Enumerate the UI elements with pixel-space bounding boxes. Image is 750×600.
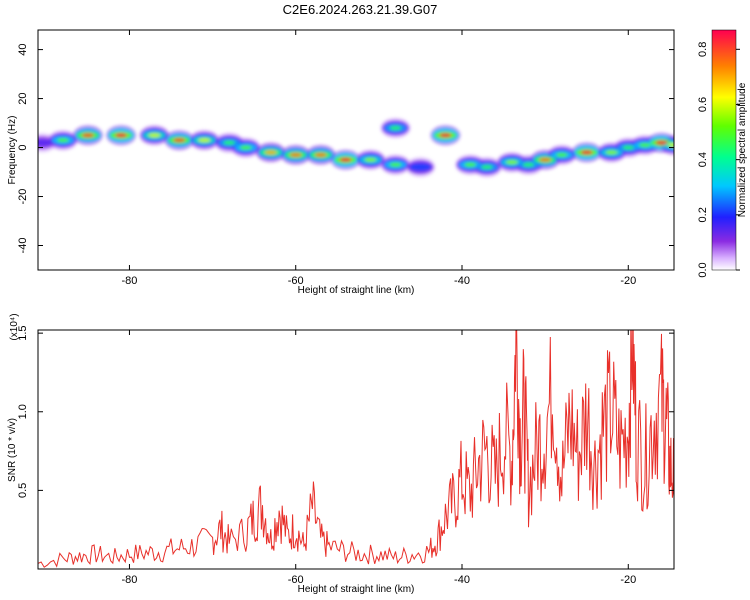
ridge-blob [56, 138, 69, 143]
colorbar-tick-label: 0.2 [697, 207, 709, 222]
y-tick-label: -20 [17, 189, 29, 205]
ridge-blob [223, 140, 236, 145]
ridge-blob [655, 140, 668, 145]
ridge-blob [239, 145, 252, 150]
snr-y-multiplier: (x10⁴) [9, 313, 20, 340]
ridge-blob [605, 150, 618, 155]
colorbar-tick-label: 0.4 [697, 152, 709, 167]
x-tick-label: -40 [454, 275, 470, 287]
ridge-blob [339, 157, 352, 162]
ridge-blob [539, 157, 552, 162]
ridge-blob [555, 152, 568, 158]
ridge-blob [668, 142, 674, 148]
ridge-blob [198, 138, 211, 143]
colorbar-tick-label: 0.0 [697, 262, 709, 277]
colorbar-tick-label: 0.8 [697, 42, 709, 57]
snr-panel: -80 -60 -40 -20 0.5 1.0 1.5 Height of straight… [7, 313, 675, 595]
colorbar-label: Normalized spectral amplitude [737, 82, 748, 217]
spectrogram-axes: -80 -60 -40 -20 40 20 0 -20 -40 [17, 30, 674, 287]
spectrogram-panel: -80 -60 -40 -20 40 20 0 -20 -40 Height of straig… [7, 29, 675, 296]
ridge-blob [409, 163, 432, 172]
x-tick-label: -40 [454, 574, 470, 586]
x-tick-label: -20 [620, 574, 636, 586]
ridge-blob [439, 133, 452, 138]
spectrogram-x-axis-label: Height of straight line (km) [298, 285, 415, 296]
x-tick-label: -80 [121, 574, 137, 586]
spectrogram-frame [37, 29, 675, 271]
colorbar: 0.0 0.2 0.4 0.6 0.8 Normalized spectral ampl… [697, 29, 748, 278]
ridge-blob [480, 164, 493, 170]
colorbar-gradient [711, 29, 737, 271]
ridge-blob [364, 157, 377, 162]
spectrogram-y-axis-label: Frequency (Hz) [7, 116, 18, 185]
x-tick-label: -60 [288, 275, 304, 287]
y-tick-label: 40 [17, 43, 29, 55]
y-tick-label: -40 [17, 238, 29, 254]
snr-frame [37, 329, 675, 570]
ridge-blob [173, 138, 186, 143]
ridge-blob [389, 162, 402, 167]
ridge-blob [314, 152, 327, 158]
ridge-blob [81, 133, 94, 138]
ridge-blob [264, 150, 277, 155]
ridge-blob [580, 150, 593, 155]
snr-axes: -80 -60 -40 -20 0.5 1.0 1.5 [17, 325, 674, 586]
snr-x-axis-label: Height of straight line (km) [298, 584, 415, 595]
ridge-blob [115, 133, 128, 138]
ridge-blob [464, 162, 477, 167]
ridge-blob [389, 125, 402, 131]
colorbar-ticks: 0.0 0.2 0.4 0.6 0.8 [697, 42, 740, 278]
ridge-blob [622, 145, 635, 150]
y-tick-label: 1.5 [17, 325, 29, 340]
x-tick-label: -60 [288, 574, 304, 586]
ridge-blob [505, 160, 518, 165]
snr-y-axis-label: SNR (10 * v/v) [7, 418, 18, 482]
y-tick-label: 0.5 [17, 483, 29, 498]
spectrogram-ridge [38, 118, 674, 178]
y-tick-label: 20 [17, 92, 29, 104]
snr-plot-area [38, 330, 674, 569]
y-tick-label: 1.0 [17, 404, 29, 419]
ridge-blob [148, 133, 161, 138]
x-tick-label: -80 [121, 275, 137, 287]
y-tick-label: 0 [17, 144, 29, 150]
ridge-blob [638, 142, 651, 148]
colorbar-tick-label: 0.6 [697, 97, 709, 112]
ridge-blob [38, 138, 54, 147]
ridge-blob [289, 152, 302, 158]
page-title: C2E6.2024.263.21.39.G07 [283, 2, 438, 17]
x-tick-label: -20 [620, 275, 636, 287]
snr-series-line [38, 330, 674, 568]
ridge-blob [522, 162, 535, 167]
